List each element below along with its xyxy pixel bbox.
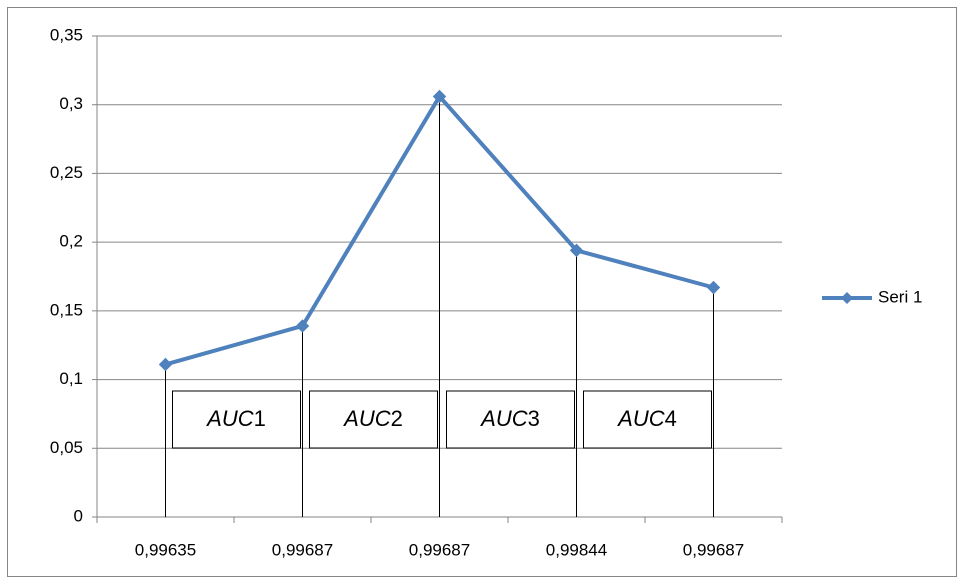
y-tick-label: 0,35 [50,25,83,44]
y-tick-label: 0 [74,506,83,525]
y-tick-label: 0,15 [50,300,83,319]
annotation-part: AUC [205,406,254,431]
annotation-part: AUC [479,406,528,431]
annotation: AUC3 [479,406,540,431]
y-tick-label: 0,3 [59,94,83,113]
x-tick-label: 0,99635 [135,540,196,559]
annotation: AUC2 [342,406,403,431]
annotation-box [309,390,438,449]
y-tick-label: 0,05 [50,438,83,457]
point-marker [706,280,721,295]
annotation-box [446,390,575,449]
annotation-part: AUC [616,406,665,431]
point-marker [295,319,310,333]
point-marker [432,89,447,104]
y-tick-label: 0,1 [59,369,83,388]
point-marker [569,243,584,258]
y-tick-label: 0,25 [50,163,83,182]
y-tick-label: 0,2 [59,232,83,251]
legend-marker [841,292,853,304]
annotation-part: 3 [528,406,540,431]
x-tick-label: 0,99687 [683,540,744,559]
point-marker [158,357,173,372]
annotation-part: AUC [342,406,391,431]
annotation-box [583,390,712,449]
x-tick-label: 0,99687 [409,540,470,559]
annotation: AUC4 [616,406,677,431]
chart-border [7,7,957,577]
x-tick-label: 0,99687 [272,540,333,559]
legend-label: Seri 1 [878,287,922,306]
annotation-part: 1 [254,406,266,431]
annotation-part: 2 [391,406,403,431]
annotation-box [172,390,301,449]
annotation: AUC1 [205,406,266,431]
x-tick-label: 0,99844 [546,540,607,559]
annotation-part: 4 [665,406,677,431]
